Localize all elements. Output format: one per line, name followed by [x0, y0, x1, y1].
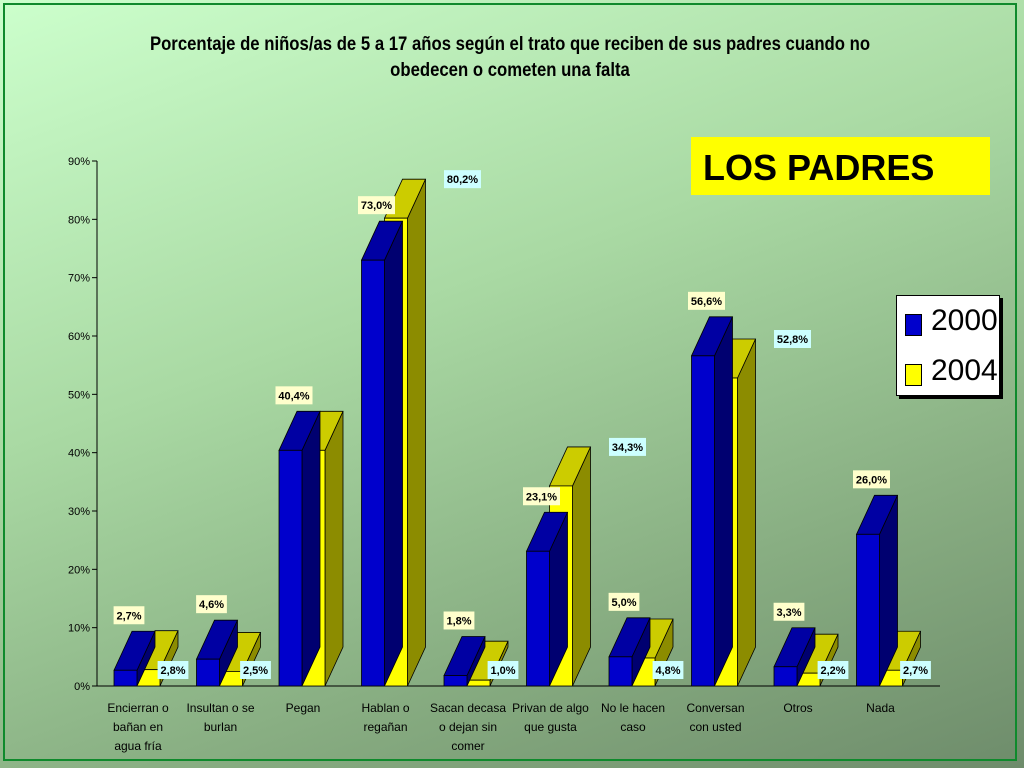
data-label-2004: 80,2%: [447, 174, 478, 186]
bar-2000: [526, 550, 550, 687]
legend-label-2004: 2004: [931, 354, 998, 387]
x-tick-label: bañan en: [113, 720, 163, 734]
x-tick-label: Nada: [866, 701, 895, 715]
data-label-2004-bg: [817, 661, 849, 679]
x-tick-label: con usted: [689, 720, 741, 734]
data-label-2000-bg: [443, 611, 475, 630]
bar-2004-side: [737, 338, 756, 687]
data-label-2004-bg: [487, 661, 519, 679]
data-label-2004: 1,0%: [490, 665, 515, 677]
x-tick-label: burlan: [204, 720, 237, 734]
data-label-2004: 34,3%: [612, 442, 643, 454]
slide-frame: [3, 3, 1017, 761]
data-label-2000-bg: [773, 602, 805, 621]
x-tick-label: o dejan sin: [439, 720, 497, 734]
bar-2000: [278, 449, 303, 687]
bar-2000: [856, 533, 880, 687]
y-tick-label: 10%: [68, 623, 90, 635]
data-label-2004: 2,7%: [903, 665, 928, 677]
data-label-2004-bg: [652, 661, 684, 679]
data-label-2000-bg: [196, 595, 227, 614]
bar-2000-side: [301, 411, 321, 687]
x-tick-label: Sacan decasa: [430, 701, 506, 715]
legend-swatch-2004: [905, 364, 922, 386]
data-label-2004-bg: [444, 170, 481, 189]
bar-2004-side: [407, 178, 426, 687]
los-padres-badge: LOS PADRES: [691, 137, 990, 195]
bar-2000: [113, 669, 138, 687]
data-label-2004: 4,8%: [655, 665, 680, 677]
data-label-2000: 4,6%: [199, 599, 224, 611]
bar-2000-side: [714, 316, 733, 687]
y-tick-label: 80%: [68, 214, 90, 226]
data-label-2000: 2,7%: [116, 610, 141, 622]
x-tick-label: Privan de algo: [512, 701, 589, 715]
data-label-2004: 2,8%: [160, 665, 185, 677]
badge-text: LOS PADRES: [703, 147, 935, 188]
legend-label-2000: 2000: [931, 304, 998, 337]
x-tick-label: Otros: [783, 701, 812, 715]
data-label-2000: 1,8%: [446, 616, 471, 628]
data-label-2004: 2,2%: [820, 665, 845, 677]
x-tick-label: Hablan o: [361, 701, 409, 715]
bar-2000: [773, 666, 798, 687]
y-tick-label: 70%: [68, 273, 90, 285]
legend-swatch-2000: [905, 314, 922, 336]
bar-2000: [443, 675, 468, 687]
x-tick-label: regañan: [363, 720, 407, 734]
x-tick-label: Insultan o se: [186, 701, 254, 715]
data-label-2000-bg: [275, 386, 313, 405]
data-label-2000-bg: [113, 606, 145, 625]
bar-2000-side: [384, 220, 403, 687]
bar-2000: [361, 259, 385, 687]
data-label-2000-bg: [688, 291, 725, 310]
data-label-2000: 56,6%: [691, 296, 722, 308]
y-tick-label: 90%: [68, 156, 90, 168]
data-label-2000: 23,1%: [526, 491, 557, 503]
y-tick-label: 20%: [68, 564, 90, 576]
x-tick-label: Conversan: [686, 701, 744, 715]
data-label-2000: 73,0%: [361, 200, 392, 212]
data-label-2004-bg: [240, 661, 271, 679]
data-label-2000-bg: [358, 196, 395, 215]
data-label-2004-bg: [900, 661, 931, 679]
bar-2004: [466, 679, 491, 687]
x-tick-label: agua fría: [114, 739, 162, 753]
bar-2004-side: [324, 411, 344, 687]
data-label-2000-bg: [608, 592, 640, 611]
x-tick-label: que gusta: [524, 720, 577, 734]
data-label-2004-bg: [157, 661, 189, 679]
y-tick-label: 0%: [74, 681, 90, 693]
x-tick-label: No le hacen: [601, 701, 665, 715]
chart-title: Porcentaje de niños/as de 5 a 17 años se…: [149, 34, 871, 81]
bar-2004-side: [572, 446, 591, 687]
x-tick-label: comer: [451, 739, 484, 753]
y-tick-label: 30%: [68, 506, 90, 518]
y-tick-label: 50%: [68, 389, 90, 401]
data-label-2000-bg: [523, 487, 560, 506]
data-label-2004: 52,8%: [777, 334, 808, 346]
data-label-2004: 2,5%: [243, 665, 268, 677]
data-label-2000: 3,3%: [776, 607, 801, 619]
x-tick-label: Pegan: [286, 701, 321, 715]
bar-2000: [691, 355, 715, 687]
legend: 2000 2004: [896, 295, 1000, 396]
data-label-2004-bg: [774, 330, 811, 348]
data-label-2000: 5,0%: [611, 597, 636, 609]
data-label-2000: 26,0%: [856, 474, 887, 486]
y-tick-label: 40%: [68, 448, 90, 460]
bar-2000: [196, 658, 220, 687]
y-tick-label: 60%: [68, 331, 90, 343]
x-tick-label: caso: [620, 720, 646, 734]
data-label-2004-bg: [609, 437, 646, 456]
bar-2000: [608, 656, 633, 687]
x-tick-label: Encierran o: [107, 701, 169, 715]
data-label-2000: 40,4%: [278, 390, 309, 402]
data-label-2000-bg: [853, 470, 890, 489]
